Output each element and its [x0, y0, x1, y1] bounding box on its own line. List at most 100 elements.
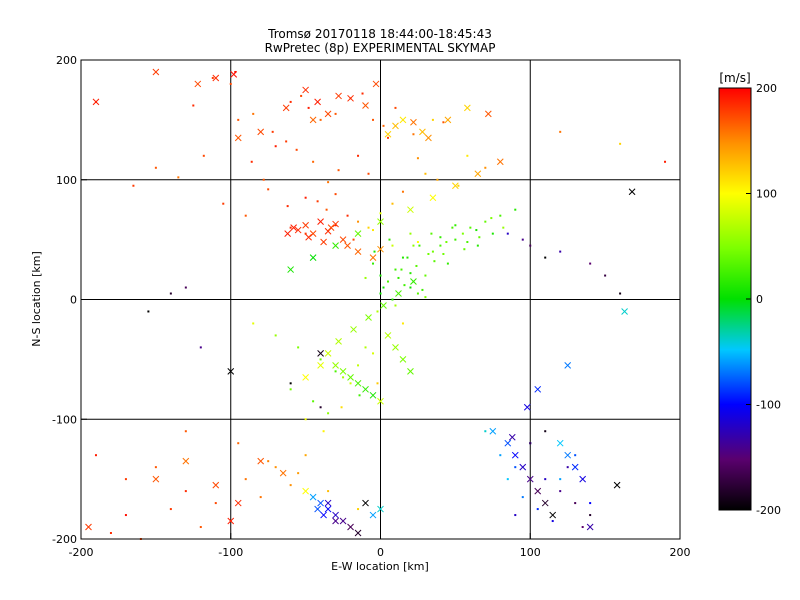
data-point-marker [372, 262, 375, 265]
data-point-marker [619, 292, 622, 295]
data-cross-marker [419, 128, 426, 136]
data-cross-marker [564, 362, 572, 369]
data-point-marker [267, 460, 270, 463]
data-cross-marker [369, 391, 377, 399]
data-cross-marker [152, 68, 160, 76]
data-cross-marker [324, 350, 332, 357]
grid-lines [81, 60, 680, 539]
data-point-marker [454, 224, 457, 227]
data-cross-marker [347, 94, 354, 102]
data-cross-marker [372, 80, 380, 88]
data-point-marker [352, 238, 355, 241]
chart-title: Tromsø 20170118 18:44:00-18:45:43 [267, 27, 492, 41]
data-point-marker [259, 496, 262, 499]
data-point-marker [349, 382, 352, 385]
data-point-marker [147, 310, 150, 313]
data-point-marker [457, 184, 460, 187]
data-point-marker [289, 484, 292, 487]
data-point-marker [442, 252, 445, 255]
x-tick-label: -200 [69, 546, 94, 559]
data-point-marker [274, 145, 277, 148]
data-cross-marker [399, 116, 407, 124]
data-cross-marker [362, 499, 369, 507]
data-point-marker [222, 202, 225, 205]
data-point-marker [559, 490, 562, 493]
data-cross-marker [324, 110, 332, 118]
data-cross-marker [92, 98, 100, 106]
colorbar-tick-label: 100 [756, 188, 777, 201]
data-cross-marker [290, 224, 297, 232]
data-point-marker [304, 418, 307, 421]
data-point-marker [319, 118, 322, 121]
data-point-marker [433, 260, 436, 263]
data-point-marker [475, 229, 478, 232]
data-cross-marker [302, 373, 309, 381]
data-cross-marker [324, 505, 332, 513]
data-point-marker [364, 346, 367, 349]
data-cross-marker [365, 314, 372, 321]
data-point-marker [451, 226, 454, 229]
data-cross-marker [474, 170, 482, 178]
data-cross-marker [332, 362, 339, 369]
data-cross-marker [344, 242, 351, 249]
data-cross-marker [504, 439, 512, 447]
data-cross-marker [444, 116, 452, 124]
colorbar-ticks: -200 -100 0 100 200 [746, 82, 781, 517]
data-point-marker [386, 280, 389, 283]
data-cross-marker [339, 236, 347, 243]
data-point-marker [229, 82, 232, 85]
data-point-marker [316, 200, 319, 203]
data-point-marker [461, 232, 464, 235]
data-point-marker [94, 454, 97, 457]
data-point-marker [124, 514, 127, 517]
data-point-marker [376, 382, 379, 385]
data-point-marker [484, 220, 487, 223]
data-point-marker [544, 256, 547, 259]
data-point-marker [312, 400, 315, 403]
data-cross-marker [317, 362, 324, 369]
data-cross-marker [511, 451, 519, 459]
data-point-marker [274, 466, 277, 469]
data-cross-marker [407, 367, 414, 375]
x-tick-label: 0 [377, 546, 384, 559]
data-point-marker [334, 224, 337, 227]
data-cross-marker [350, 326, 357, 333]
data-point-marker [109, 532, 112, 535]
data-cross-marker [347, 373, 354, 381]
data-point-marker [382, 286, 385, 289]
data-cross-marker [257, 128, 265, 136]
data-point-marker [478, 236, 481, 239]
data-point-marker [372, 118, 375, 121]
data-cross-marker [407, 206, 414, 214]
data-point-marker [394, 106, 397, 109]
data-point-marker [469, 226, 472, 229]
data-point-marker [334, 112, 337, 115]
data-cross-marker [549, 511, 557, 519]
y-tick-label: 200 [56, 54, 77, 67]
data-point-marker [574, 502, 577, 505]
data-point-marker [442, 121, 445, 124]
data-point-marker [424, 296, 427, 299]
data-point-marker [132, 184, 135, 187]
data-point-marker [154, 466, 157, 469]
data-point-marker [416, 292, 419, 295]
data-point-marker [297, 346, 300, 349]
data-cross-marker [332, 511, 339, 519]
data-cross-marker [380, 302, 387, 309]
data-point-marker [409, 286, 412, 289]
data-point-marker [589, 262, 592, 265]
data-point-marker [271, 130, 274, 133]
data-cross-marker [302, 487, 309, 495]
data-cross-marker [384, 130, 392, 138]
data-cross-marker [523, 403, 531, 411]
y-tick-label: 0 [70, 294, 77, 307]
data-point-marker [372, 229, 375, 232]
data-cross-marker [309, 116, 317, 124]
data-point-marker [214, 502, 217, 505]
data-point-marker [536, 508, 539, 511]
data-point-marker [334, 193, 337, 196]
data-point-marker [388, 238, 391, 241]
data-point-marker [574, 454, 577, 457]
data-cross-marker [347, 523, 354, 531]
y-tick-label: -100 [52, 413, 77, 426]
